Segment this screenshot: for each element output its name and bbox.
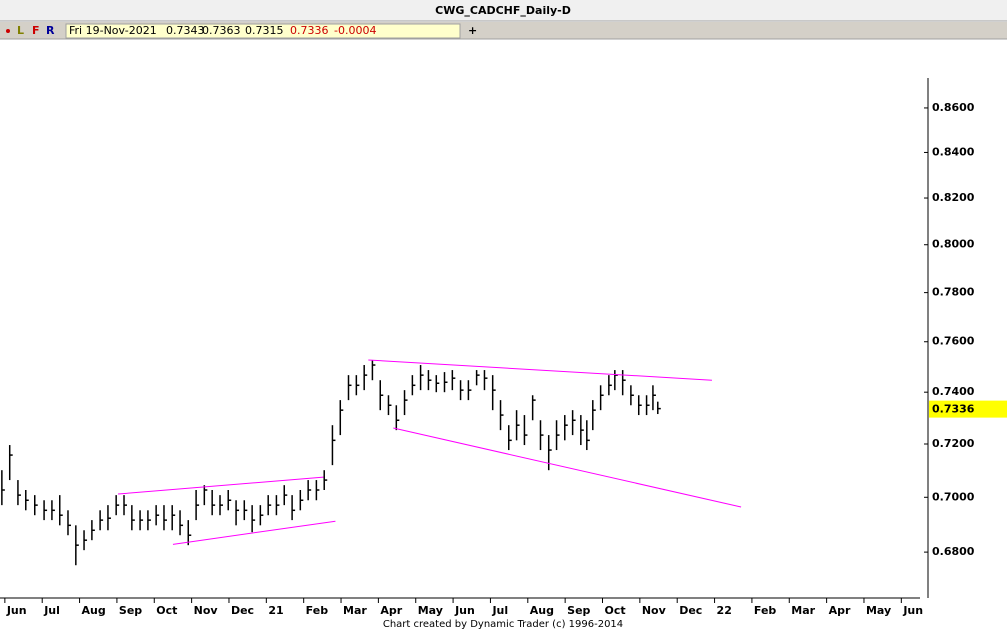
x-tick-label: Sep [119, 604, 142, 617]
x-tick-label: Nov [642, 604, 667, 617]
y-tick-label: 0.7600 [932, 335, 975, 348]
x-tick-label: Mar [343, 604, 367, 617]
toolbar-button[interactable]: R [46, 24, 55, 37]
x-tick-label: Mar [791, 604, 815, 617]
x-tick-label: Dec [679, 604, 702, 617]
x-tick-label: Aug [530, 604, 554, 617]
toolbar-button[interactable]: L [17, 24, 24, 37]
quote-high: 0.7363 [202, 24, 241, 37]
status-dot [6, 29, 10, 33]
x-tick-label: 21 [268, 604, 283, 617]
y-tick-label: 0.6800 [932, 545, 975, 558]
y-tick-label: 0.7400 [932, 385, 975, 398]
last-price-box [929, 400, 1007, 418]
x-tick-label: Jun [902, 604, 923, 617]
x-tick-label: Oct [156, 604, 177, 617]
y-tick-label: 0.8000 [932, 238, 975, 251]
x-tick-label: Apr [380, 604, 402, 617]
x-tick-label: Jun [454, 604, 475, 617]
y-tick-label: 0.7000 [932, 490, 975, 503]
last-price-label: 0.7336 [932, 403, 975, 416]
x-tick-label: Feb [306, 604, 329, 617]
trendline [172, 520, 336, 545]
chart-title: CWG_CADCHF_Daily-D [435, 4, 571, 17]
x-tick-label: Jul [43, 604, 60, 617]
x-tick-label: 22 [717, 604, 732, 617]
x-tick-label: Nov [194, 604, 219, 617]
x-tick-label: Oct [605, 604, 626, 617]
y-tick-label: 0.7200 [932, 437, 975, 450]
y-tick-label: 0.8600 [932, 101, 975, 114]
x-tick-label: Aug [82, 604, 106, 617]
x-tick-label: Jun [6, 604, 27, 617]
x-tick-label: Jul [491, 604, 508, 617]
trendline [368, 359, 712, 381]
x-tick-label: Apr [829, 604, 851, 617]
add-button[interactable]: + [468, 24, 477, 37]
x-tick-label: May [866, 604, 891, 617]
toolbar-button[interactable]: F [32, 24, 40, 37]
x-tick-label: May [418, 604, 443, 617]
quote-low: 0.7315 [245, 24, 284, 37]
y-tick-label: 0.8400 [932, 145, 975, 158]
footer: Chart created by Dynamic Trader (c) 1996… [383, 619, 623, 630]
trendline [393, 427, 742, 508]
y-tick-label: 0.8200 [932, 191, 975, 204]
x-tick-label: Sep [567, 604, 590, 617]
title-bar [0, 0, 1007, 21]
x-tick-label: Dec [231, 604, 254, 617]
x-tick-label: Feb [754, 604, 777, 617]
quote-change: -0.0004 [334, 24, 376, 37]
quote-box [65, 23, 461, 39]
quote-open: 0.7343 [166, 24, 205, 37]
trendline [117, 476, 324, 495]
y-tick-label: 0.7800 [932, 286, 975, 299]
quote-close: 0.7336 [290, 24, 329, 37]
quote-date: Fri 19-Nov-2021 [69, 24, 157, 37]
